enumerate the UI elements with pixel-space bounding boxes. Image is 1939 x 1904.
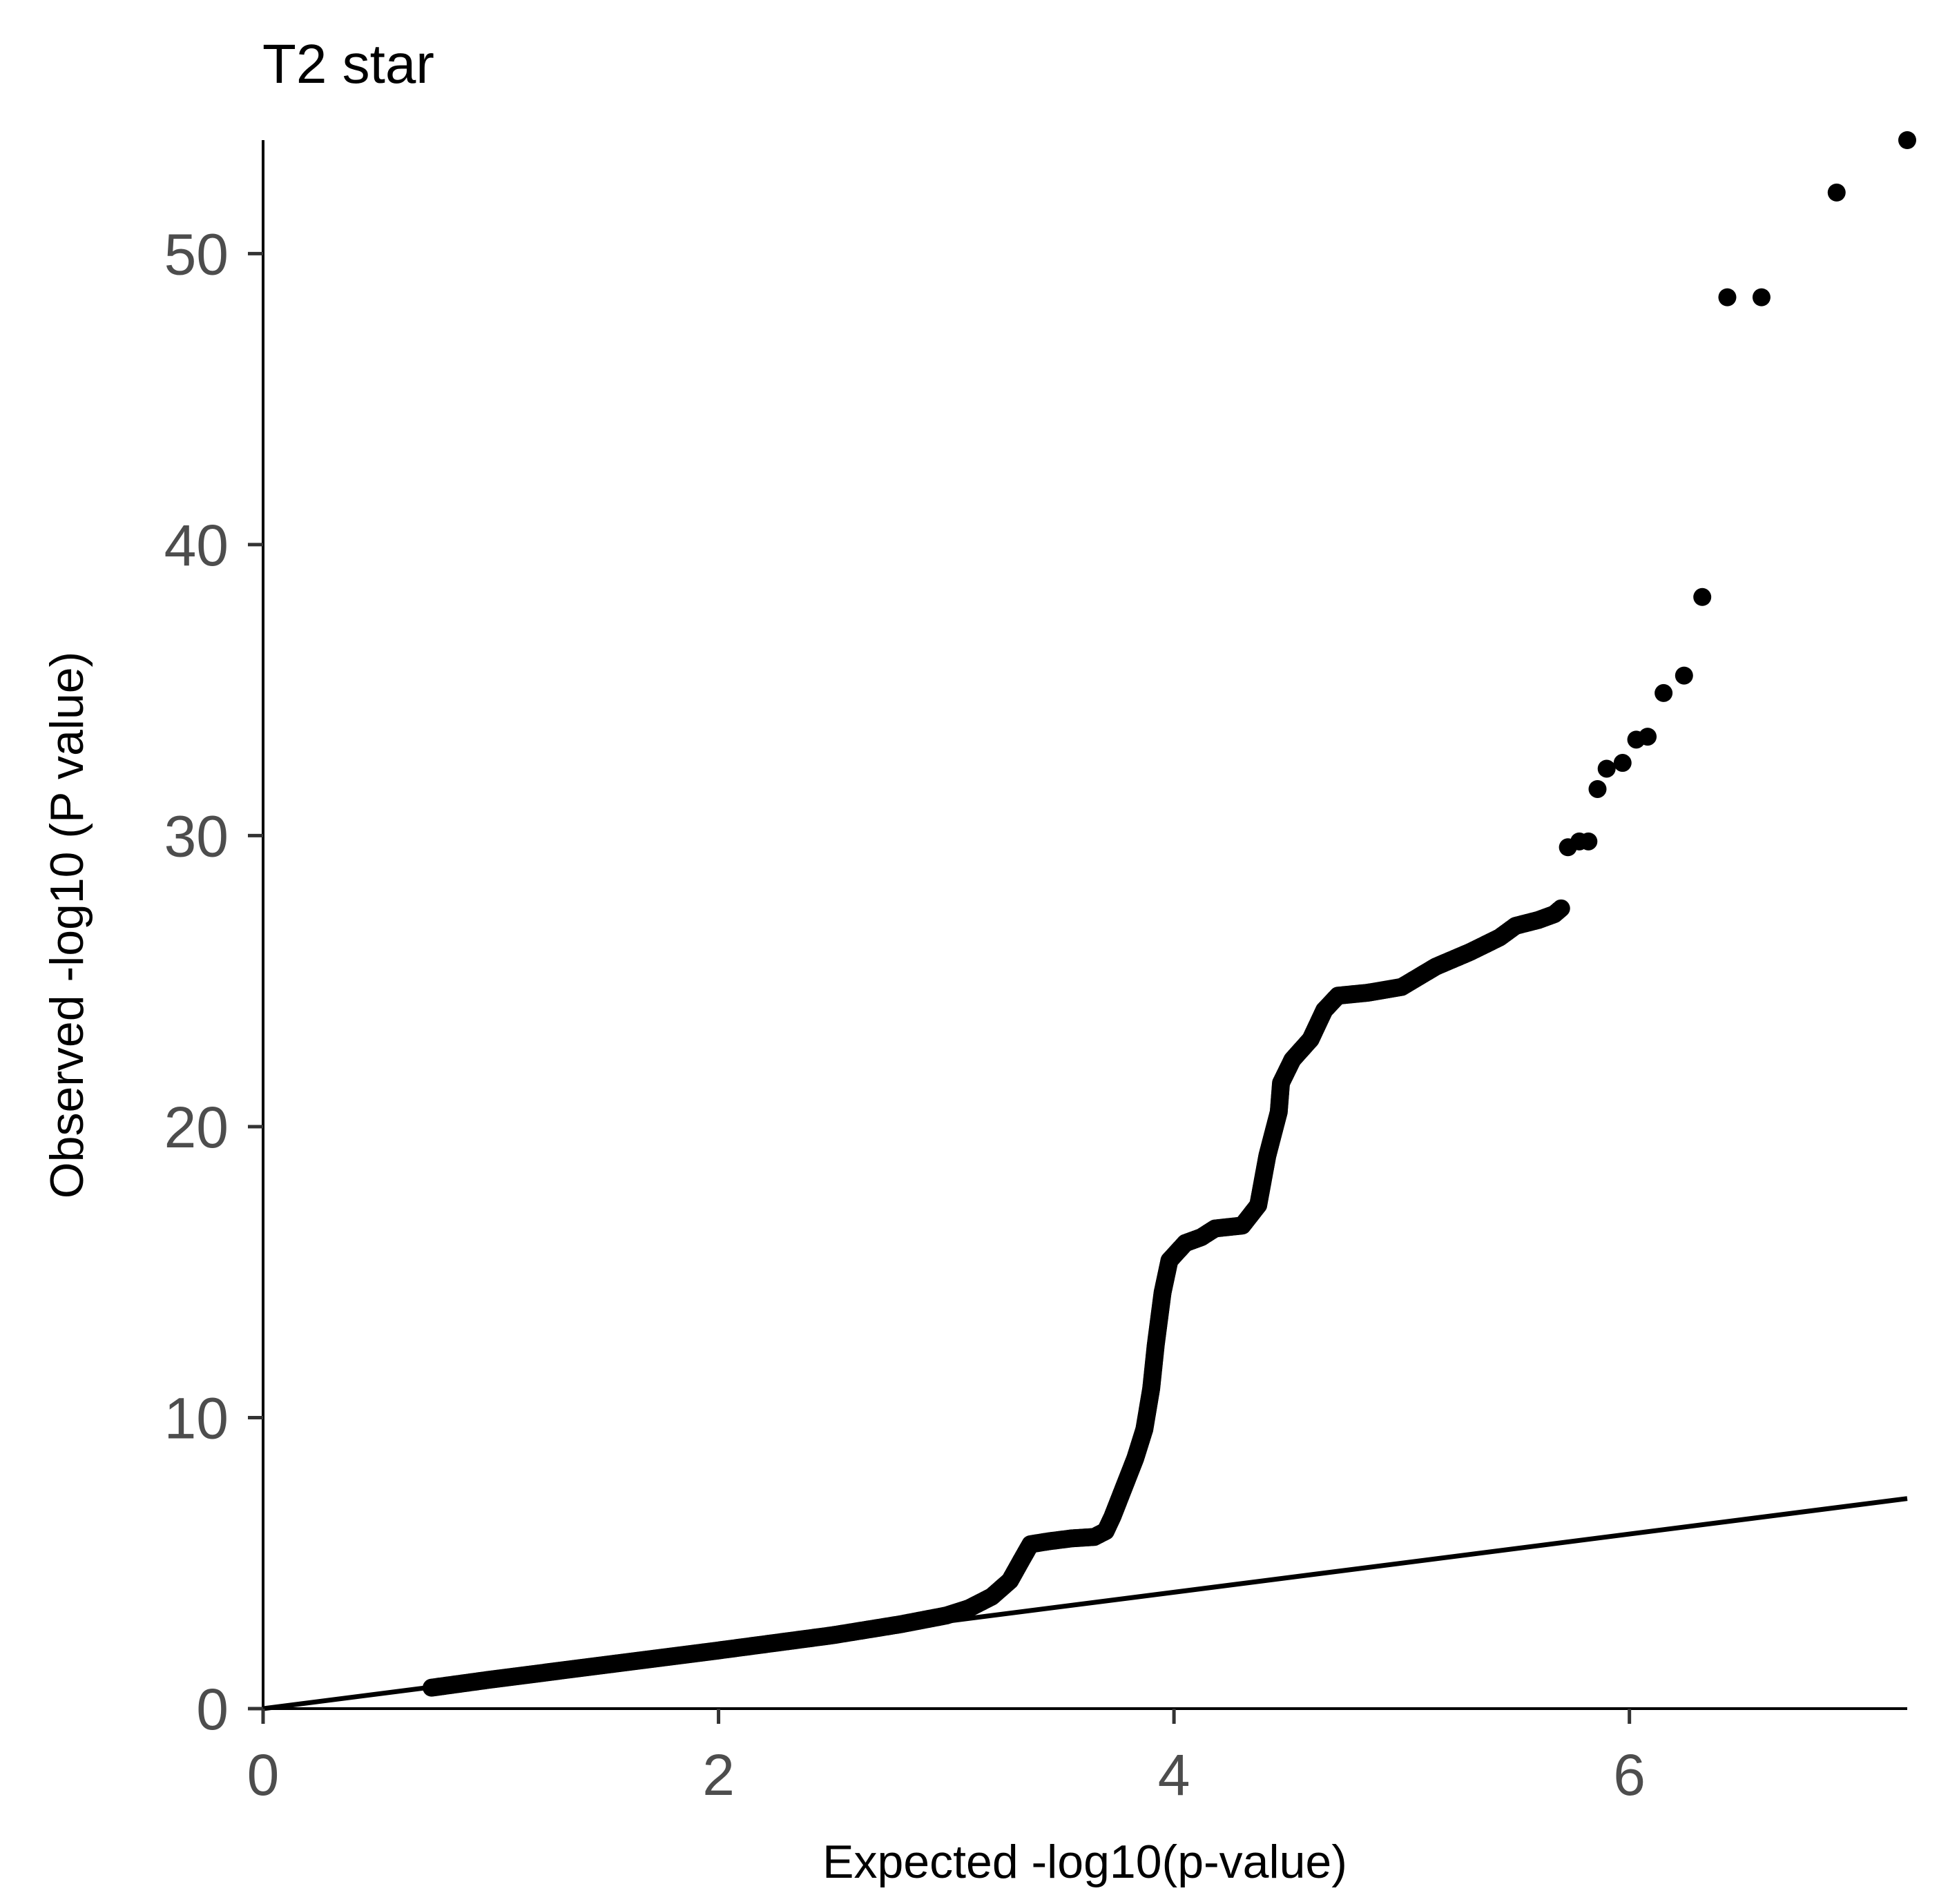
outlier-point bbox=[1597, 759, 1616, 778]
y-tick-label: 40 bbox=[164, 513, 229, 578]
x-tick-label: 4 bbox=[1158, 1742, 1190, 1807]
outlier-point bbox=[1639, 728, 1657, 746]
outlier-point bbox=[1675, 666, 1693, 685]
outlier-point bbox=[1752, 288, 1771, 307]
outlier-point bbox=[1655, 683, 1673, 702]
outlier-point bbox=[1827, 183, 1846, 202]
data-point bbox=[1552, 899, 1570, 917]
x-tick-label: 0 bbox=[247, 1742, 280, 1807]
x-tick-label: 2 bbox=[702, 1742, 735, 1807]
y-tick-label: 50 bbox=[164, 222, 229, 286]
y-tick-label: 10 bbox=[164, 1386, 229, 1450]
x-ticks-group: 0 2 4 6 bbox=[247, 1709, 1646, 1807]
outlier-point bbox=[1613, 754, 1632, 773]
y-axis-title: Observed -log10 (P value) bbox=[41, 652, 93, 1199]
y-tick-label: 0 bbox=[196, 1677, 229, 1742]
chart-title: T2 star bbox=[262, 33, 434, 95]
x-axis-title: Expected -log10(p-value) bbox=[822, 1836, 1347, 1888]
outlier-point bbox=[1693, 587, 1712, 606]
outlier-point bbox=[1898, 131, 1916, 149]
outlier-point bbox=[1718, 288, 1737, 307]
y-tick-label: 30 bbox=[164, 804, 229, 868]
x-tick-label: 6 bbox=[1613, 1742, 1646, 1807]
outlier-point bbox=[1588, 779, 1607, 798]
outlier-point bbox=[1579, 832, 1598, 851]
y-ticks-group: 0 10 20 30 40 50 bbox=[164, 222, 263, 1742]
y-tick-label: 20 bbox=[164, 1095, 229, 1160]
points-group bbox=[423, 131, 1916, 1697]
